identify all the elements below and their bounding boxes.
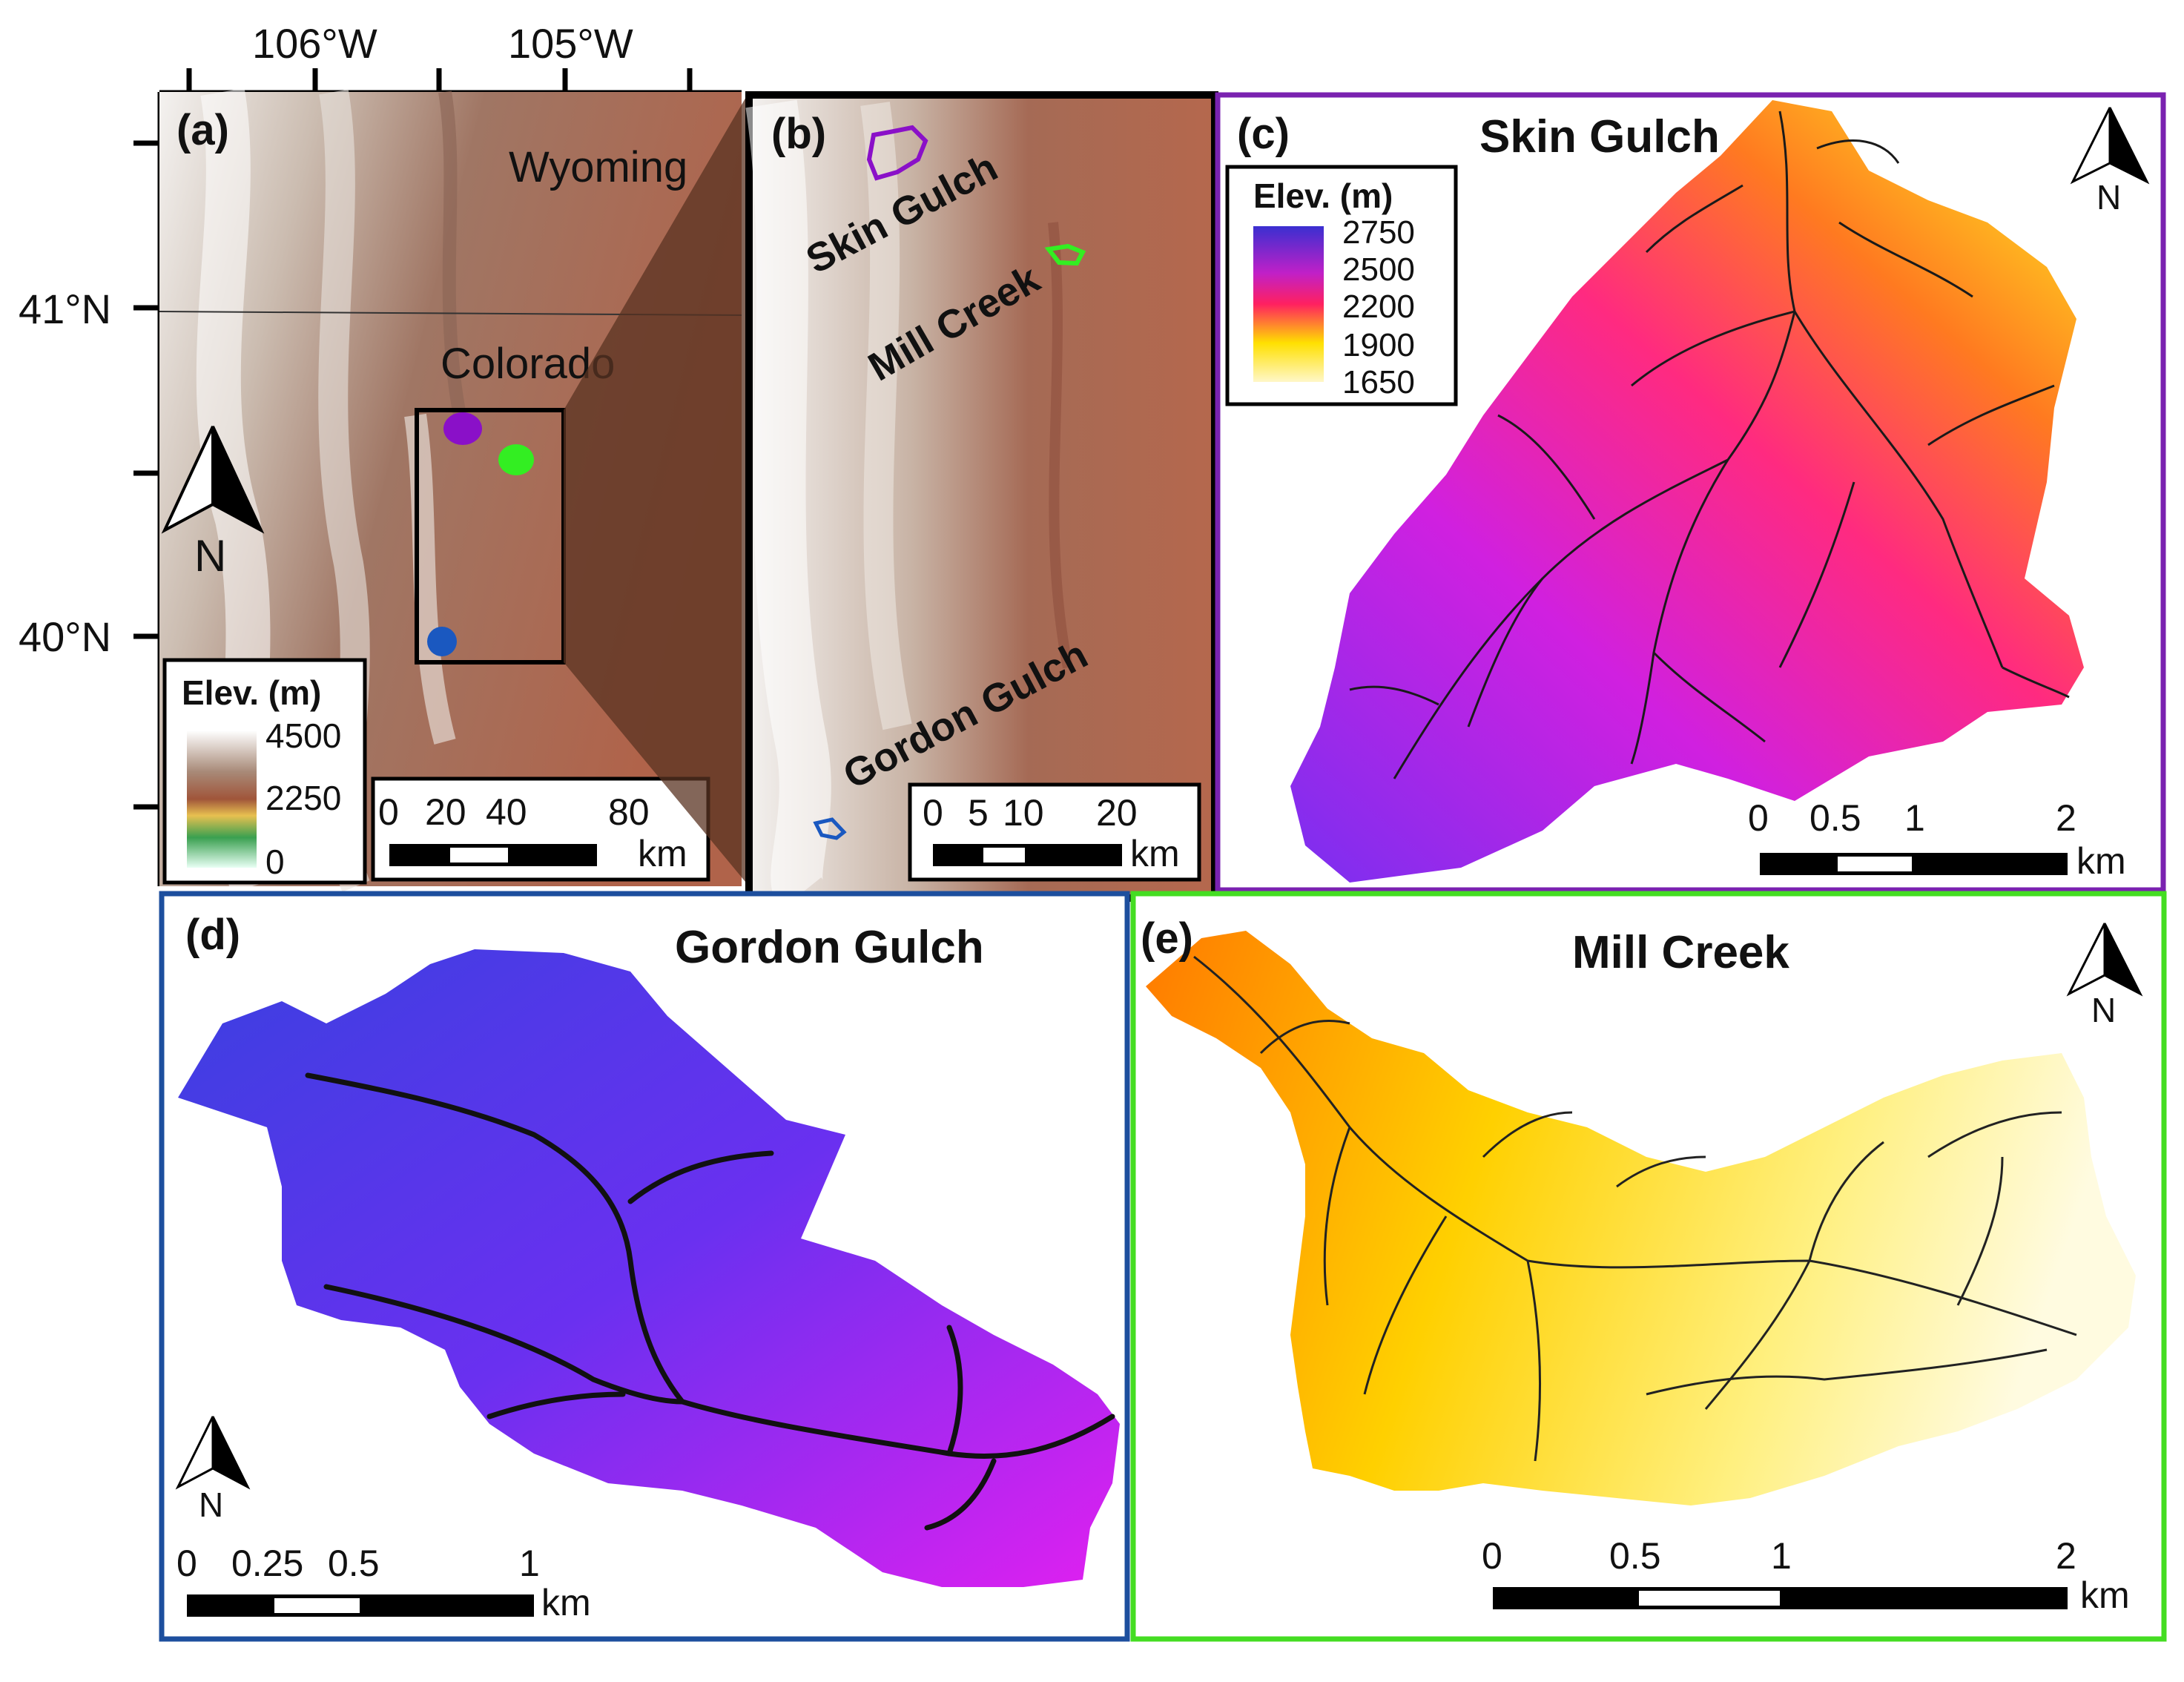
legend-a: Elev. (m) 4500 2250 0: [162, 658, 367, 885]
legend-c-tick-1650: 1650: [1342, 364, 1415, 400]
scale-b-tick-5: 5: [968, 792, 989, 834]
panel-e-letter: (e): [1141, 914, 1193, 963]
panel-d-gordon-gulch: (d) Gordon Gulch N 0 0.25 0.5 1 km: [159, 891, 1130, 1642]
panel-a-letter: (a): [176, 106, 229, 154]
scale-a-unit: km: [638, 833, 687, 874]
legend-a-colorbar: [187, 730, 257, 868]
scale-e-tick-0: 0: [1482, 1535, 1502, 1577]
legend-a-tick-4500: 4500: [265, 716, 341, 755]
site-marker-gordon-gulch: [427, 627, 457, 656]
north-label-a: N: [194, 531, 226, 581]
scale-a-tick-0: 0: [378, 791, 399, 833]
scale-e-tick-1: 1: [1771, 1535, 1792, 1577]
lon-label-105w: 105°W: [508, 20, 633, 67]
site-marker-skin-gulch: [443, 412, 482, 445]
legend-c-tick-1900: 1900: [1342, 327, 1415, 363]
lat-label-41n: 41°N: [19, 286, 111, 332]
scale-b-tick-20: 20: [1096, 792, 1138, 834]
panel-d-title: Gordon Gulch: [675, 922, 984, 973]
north-arrow-d: N: [175, 1416, 251, 1524]
scale-a-tick-20: 20: [425, 791, 466, 833]
legend-a-tick-0: 0: [265, 842, 285, 881]
legend-a-title: Elev. (m): [182, 673, 321, 712]
scale-d-tick-1: 1: [519, 1543, 540, 1584]
scale-d-tick-0.5: 0.5: [328, 1543, 380, 1584]
panel-e-mill-creek: (e) Mill Creek N 0 0.5 1 2 km: [1130, 891, 2167, 1642]
scale-d-unit: km: [541, 1582, 591, 1623]
site-marker-mill-creek: [498, 444, 534, 475]
legend-c: Elev. (m) 2750 2500 2200 1900 1650: [1225, 165, 1458, 406]
scale-c-tick-0.5: 0.5: [1809, 797, 1861, 839]
outline-skin-gulch: [866, 125, 928, 181]
legend-c-colorbar: [1253, 226, 1324, 382]
legend-a-tick-2250: 2250: [265, 779, 341, 817]
scale-bar-e: 0 0.5 1 2 km: [1482, 1535, 2130, 1616]
north-arrow-a: N: [161, 426, 265, 581]
scale-bar-a: 0 20 40 80 km: [371, 776, 710, 882]
zoom-wedge: [564, 92, 749, 886]
north-label-d: N: [199, 1485, 223, 1524]
lon-label-106w: 106°W: [252, 20, 377, 67]
scale-bar-b: 0 5 10 20 km: [908, 782, 1201, 882]
lon-axis: 106°W 105°W: [159, 20, 742, 94]
north-label-e: N: [2091, 991, 2116, 1029]
scale-c-tick-2: 2: [2056, 797, 2076, 839]
scale-bar-c: 0 0.5 1 2 km: [1748, 797, 2126, 882]
scale-bar-d: 0 0.25 0.5 1 km: [176, 1543, 591, 1623]
panel-d-letter: (d): [185, 911, 240, 959]
scale-a-tick-80: 80: [608, 791, 650, 833]
panel-c-letter: (c): [1237, 110, 1290, 158]
panel-c-skin-gulch: (c) Skin Gulch N Elev. (m) 2750 2500 220…: [1215, 92, 2166, 893]
scale-b-unit: km: [1130, 833, 1180, 874]
stream-network-e: [1193, 955, 2077, 1462]
outline-gordon-gulch: [813, 817, 847, 840]
stream-network-d: [305, 1072, 1115, 1531]
panel-b-letter: (b): [771, 110, 826, 158]
legend-c-tick-2200: 2200: [1342, 288, 1415, 325]
scale-e-tick-0.5: 0.5: [1609, 1535, 1661, 1577]
stream-network-c: [1349, 111, 2070, 779]
legend-c-tick-2500: 2500: [1342, 251, 1415, 288]
watershed-skin-gulch: [1290, 100, 2084, 883]
scale-b-tick-0: 0: [923, 792, 943, 834]
scale-a-tick-40: 40: [486, 791, 527, 833]
panel-c-title: Skin Gulch: [1479, 111, 1720, 162]
scale-c-tick-0: 0: [1748, 797, 1769, 839]
legend-c-title: Elev. (m): [1253, 177, 1393, 215]
panel-e-title: Mill Creek: [1572, 927, 1789, 978]
scale-b-tick-10: 10: [1003, 792, 1044, 834]
outline-mill-creek: [1044, 243, 1086, 266]
panel-b-inset-map: (b) Skin Gulch Mill Creek Gordon Gulch 0…: [745, 91, 1218, 910]
scale-d-tick-0.25: 0.25: [231, 1543, 303, 1584]
lat-label-40n: 40°N: [19, 613, 111, 660]
scale-d-tick-0: 0: [176, 1543, 197, 1584]
watershed-gordon-gulch: [178, 949, 1120, 1587]
north-label-c: N: [2096, 178, 2121, 217]
scale-c-unit: km: [2076, 840, 2126, 882]
scale-c-tick-1: 1: [1904, 797, 1925, 839]
scale-e-tick-2: 2: [2056, 1535, 2076, 1577]
state-label-wyoming: Wyoming: [509, 143, 687, 191]
north-arrow-e: N: [2066, 923, 2143, 1029]
watershed-mill-creek: [1146, 931, 2136, 1505]
scale-e-unit: km: [2080, 1574, 2130, 1616]
legend-c-tick-2750: 2750: [1342, 214, 1415, 251]
north-arrow-c: N: [2070, 107, 2150, 217]
lat-axis: 41°N 40°N: [19, 92, 162, 886]
